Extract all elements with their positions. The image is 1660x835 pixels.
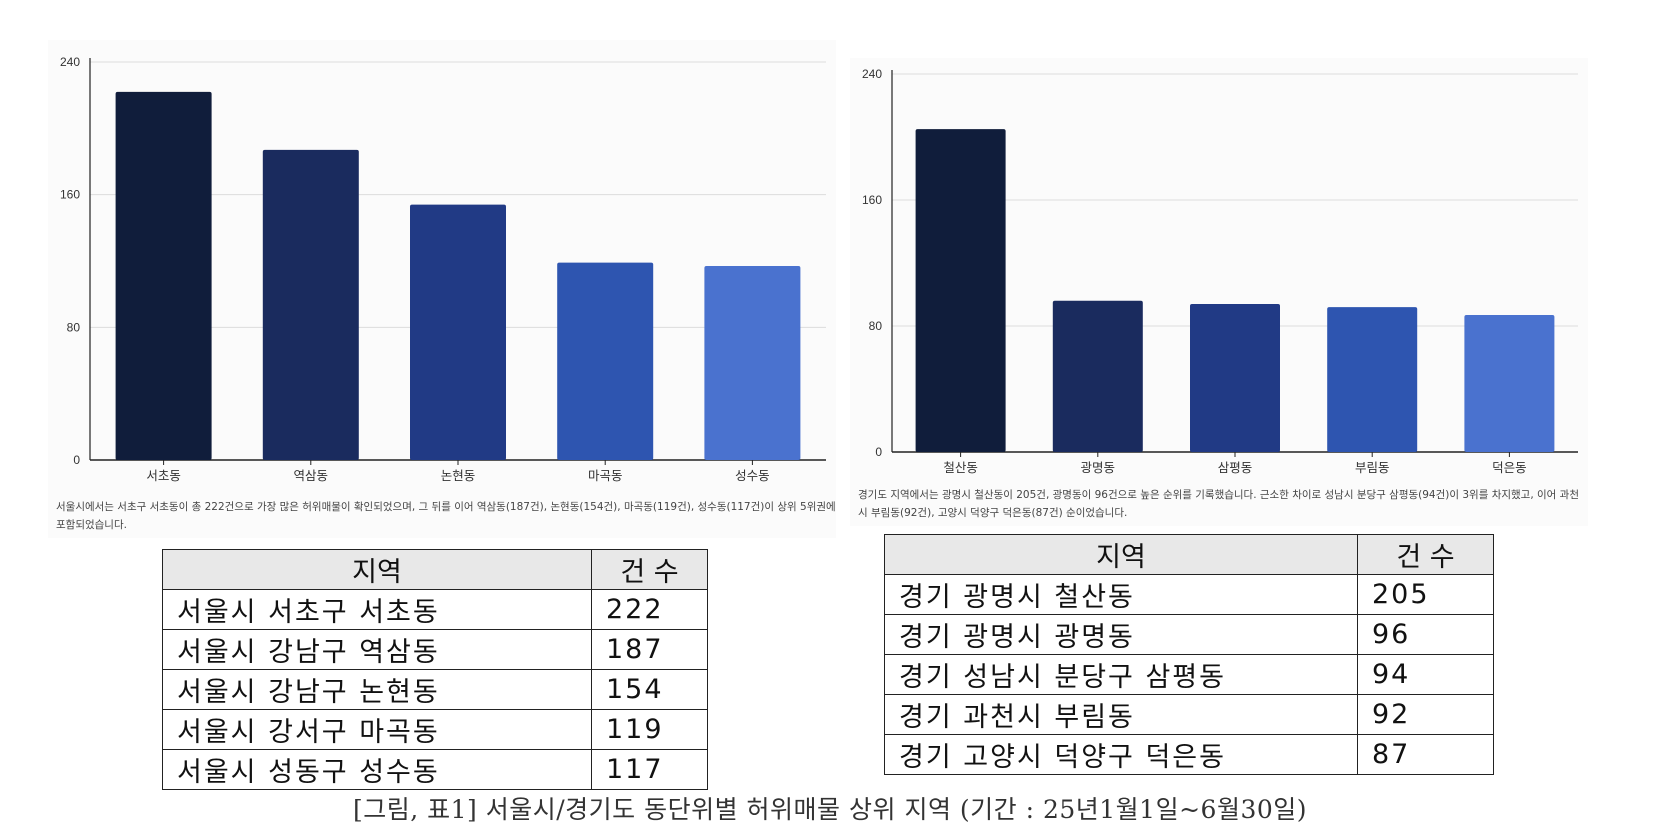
count-cell: 92 — [1357, 694, 1494, 735]
y-tick-label: 80 — [869, 319, 883, 333]
seoul-bar-chart: 0 80 160 240 서초동 역삼동 논현동 마곡동 성수동 — [60, 55, 826, 483]
count-cell: 187 — [591, 629, 708, 670]
seoul-chart-panel: 0 80 160 240 서초동 역삼동 논현동 마곡동 성수동 서울시에서는 서초구 서초동이… — [48, 40, 836, 538]
table-header-row: 지역 건 수 — [162, 549, 708, 590]
x-tick-label: 역삼동 — [294, 468, 329, 483]
x-tick-label: 삼평동 — [1218, 460, 1253, 475]
table-row: 서울시 강서구 마곡동 119 — [162, 709, 708, 750]
bar — [410, 204, 506, 460]
count-cell: 205 — [1357, 574, 1494, 615]
region-cell: 서울시 성동구 성수동 — [162, 749, 592, 790]
header-count: 건 수 — [1357, 534, 1494, 575]
region-cell: 경기 광명시 철산동 — [884, 574, 1358, 615]
count-cell: 96 — [1357, 614, 1494, 655]
gyeonggi-chart-description: 경기도 지역에서는 광명시 철산동이 205건, 광명동이 96건으로 높은 순… — [858, 489, 1579, 519]
x-tick-label: 성수동 — [735, 468, 770, 483]
table-row: 서울시 강남구 논현동 154 — [162, 669, 708, 710]
region-cell: 서울시 강남구 역삼동 — [162, 629, 592, 670]
table-header-row: 지역 건 수 — [884, 534, 1494, 575]
bar — [557, 262, 654, 460]
count-cell: 117 — [591, 749, 708, 790]
table-row: 경기 광명시 광명동 96 — [884, 614, 1494, 655]
x-tick-label: 철산동 — [943, 460, 978, 475]
x-tick-label: 부림동 — [1355, 460, 1390, 475]
table-row: 경기 과천시 부림동 92 — [884, 694, 1494, 735]
gyeonggi-table: 지역 건 수 경기 광명시 철산동 205 경기 광명시 광명동 96 경기 성… — [884, 534, 1494, 775]
y-tick-label: 0 — [73, 453, 80, 467]
x-tick-label: 덕은동 — [1492, 460, 1527, 475]
table-row: 서울시 강남구 역삼동 187 — [162, 629, 708, 670]
region-cell: 서울시 서초구 서초동 — [162, 589, 592, 630]
header-count: 건 수 — [591, 549, 708, 590]
table-row: 경기 성남시 분당구 삼평동 94 — [884, 654, 1494, 695]
bar — [1052, 300, 1143, 452]
count-cell: 87 — [1357, 734, 1494, 775]
table-row: 경기 광명시 철산동 205 — [884, 574, 1494, 615]
table-row: 서울시 성동구 성수동 117 — [162, 749, 708, 790]
gyeonggi-chart-panel: 0 80 160 240 철산동 광명동 삼평동 부림동 덕은동 경기도 지역에서는 광명시 철… — [850, 58, 1588, 526]
count-cell: 222 — [591, 589, 708, 630]
x-tick-label: 논현동 — [441, 468, 476, 483]
x-tick-label: 광명동 — [1081, 460, 1116, 475]
y-tick-label: 240 — [862, 67, 882, 81]
region-cell: 경기 고양시 덕양구 덕은동 — [884, 734, 1358, 775]
y-tick-label: 160 — [60, 188, 80, 202]
region-cell: 경기 성남시 분당구 삼평동 — [884, 654, 1358, 695]
count-cell: 119 — [591, 709, 708, 750]
figure-caption: [그림, 표1] 서울시/경기도 동단위별 허위매물 상위 지역 (기간 : 2… — [352, 795, 1308, 824]
region-cell: 경기 과천시 부림동 — [884, 694, 1358, 735]
x-tick-label: 마곡동 — [588, 468, 623, 483]
x-tick-label: 서초동 — [146, 468, 181, 483]
seoul-table: 지역 건 수 서울시 서초구 서초동 222 서울시 강남구 역삼동 187 서… — [162, 549, 708, 790]
y-tick-label: 0 — [875, 445, 882, 459]
bar — [1464, 314, 1555, 452]
table-row: 서울시 서초구 서초동 222 — [162, 589, 708, 630]
bar — [915, 129, 1006, 452]
header-region: 지역 — [884, 534, 1358, 575]
seoul-chart-description: 서울시에서는 서초구 서초동이 총 222건으로 가장 많은 허위매물이 확인되… — [56, 501, 836, 531]
table-row: 경기 고양시 덕양구 덕은동 87 — [884, 734, 1494, 775]
bar — [1327, 307, 1418, 452]
bar — [704, 265, 801, 460]
region-cell: 서울시 강남구 논현동 — [162, 669, 592, 710]
y-tick-label: 80 — [67, 320, 81, 334]
y-tick-label: 240 — [60, 55, 80, 69]
region-cell: 경기 광명시 광명동 — [884, 614, 1358, 655]
region-cell: 서울시 강서구 마곡동 — [162, 709, 592, 750]
gyeonggi-bar-chart: 0 80 160 240 철산동 광명동 삼평동 부림동 덕은동 — [862, 67, 1578, 475]
bar — [115, 91, 212, 460]
bar — [262, 149, 359, 460]
header-region: 지역 — [162, 549, 592, 590]
bar — [1190, 303, 1280, 452]
y-tick-label: 160 — [862, 193, 882, 207]
count-cell: 94 — [1357, 654, 1494, 695]
count-cell: 154 — [591, 669, 708, 710]
